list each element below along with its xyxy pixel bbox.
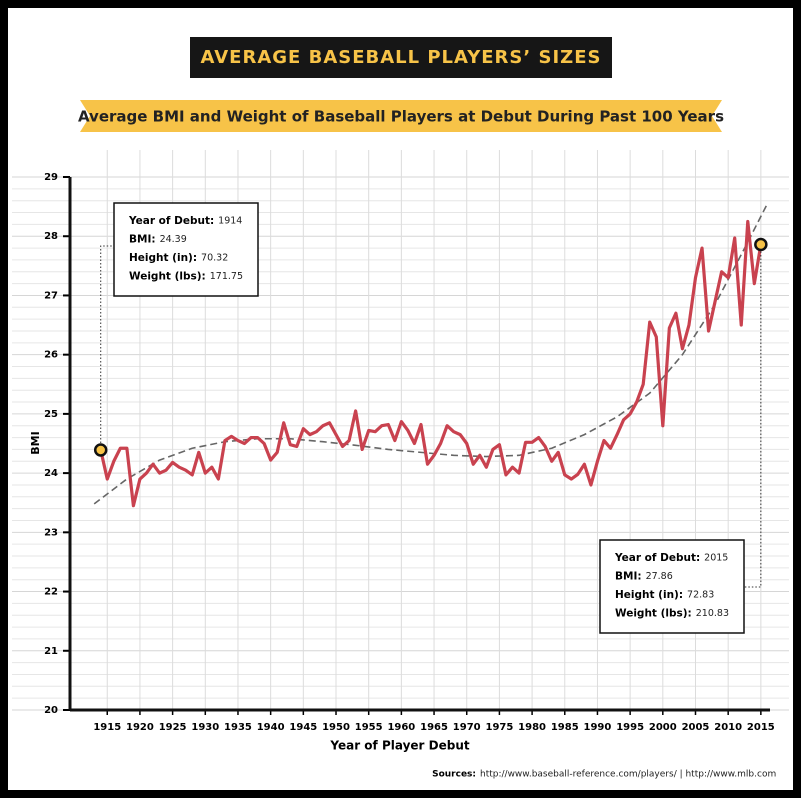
y-tick-label: 24 [44,468,58,479]
callout-label: Height (in): [129,252,197,264]
callout-label: Height (in): [615,589,683,601]
callout-label: Weight (lbs): [129,271,206,283]
x-tick-label: 1965 [420,722,448,733]
x-tick-label: 2000 [649,722,677,733]
y-tick-label: 21 [44,646,58,657]
callout-value: 171.75 [210,271,243,282]
y-axis-label: BMI [29,431,42,454]
callout-box [113,202,259,297]
y-tick-label: 27 [44,290,58,301]
x-tick-label: 1945 [289,722,317,733]
x-axis-label: Year of Player Debut [329,739,469,753]
y-tick-label: 29 [44,172,58,183]
x-tick-label: 1955 [355,722,383,733]
callout-connector [100,245,114,451]
y-tick-label: 20 [44,705,58,716]
x-tick-label: 2015 [747,722,775,733]
sources: http://www.baseball-reference.com/player… [480,770,776,780]
callout-value: 24.39 [160,234,187,245]
callout-box [599,539,745,634]
x-tick-label: 1995 [616,722,644,733]
x-tick-label: 1930 [191,722,219,733]
callout-value: 27.86 [646,571,673,582]
callout-value: 1914 [218,216,242,227]
callout-value: 70.32 [201,253,228,264]
highlight-point [754,237,768,252]
x-tick-label: 1980 [518,722,546,733]
callout-connector [744,244,762,588]
y-tick-label: 22 [44,587,58,598]
subtitle: Average BMI and Weight of Baseball Playe… [78,108,724,126]
callout-value: 2015 [704,553,728,564]
sources-label: Sources: [432,770,476,780]
x-tick-label: 1960 [387,722,415,733]
callout-value: 210.83 [696,608,729,619]
x-tick-label: 1970 [453,722,481,733]
callout-label: BMI: [129,234,156,246]
y-tick-label: 28 [44,231,58,242]
data-line [99,219,763,508]
plot: 20 21 22 23 24 25 26 27 28 29 1915 1920 1925 1930 1935… [44,172,775,733]
y-tick-label: 23 [44,527,58,538]
x-tick-label: 1990 [584,722,612,733]
callout-label: Year of Debut: [614,552,700,564]
x-tick-label: 1950 [322,722,350,733]
x-tick-label: 1975 [485,722,513,733]
callout-label: BMI: [615,571,642,583]
subtitle-ribbon [80,100,722,132]
x-tick-label: 1985 [551,722,579,733]
x-tick-label: 1935 [224,722,252,733]
y-tick-label: 25 [44,409,58,420]
x-tick-label: 1920 [126,722,154,733]
title-banner [190,37,612,78]
x-tick-label: 2005 [682,722,710,733]
callout-value: 72.83 [687,590,714,601]
y-tick-label: 26 [44,350,58,361]
x-tick-label: 1915 [93,722,121,733]
callout-label: Year of Debut: [128,215,214,227]
callout-label: Weight (lbs): [615,608,692,620]
chart-title: AVERAGE BASEBALL PLAYERS’ SIZES [201,47,602,68]
x-tick-label: 1940 [257,722,285,733]
highlight-point [93,443,108,457]
x-tick-label: 2010 [714,722,742,733]
x-tick-label: 1925 [159,722,187,733]
